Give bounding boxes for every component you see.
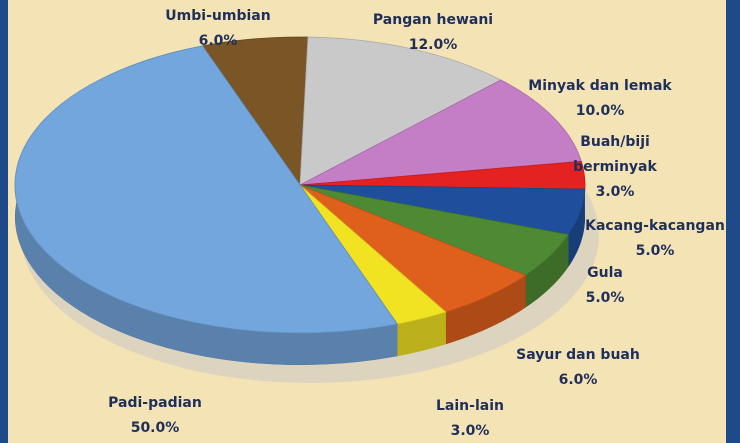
slice-label: Buah/biji berminyak 3.0% bbox=[565, 130, 665, 205]
category-name: Lain-lain bbox=[436, 398, 504, 414]
slice-edge bbox=[397, 312, 446, 357]
category-name: Padi-padian bbox=[108, 395, 202, 411]
slice-label: Padi-padian 50.0% bbox=[85, 391, 225, 441]
slice-edge bbox=[15, 45, 398, 365]
value-label: 50.0% bbox=[130, 420, 180, 436]
value-label: 5.0% bbox=[585, 290, 625, 306]
category-name: Buah/biji berminyak bbox=[573, 134, 657, 175]
slice bbox=[299, 36, 502, 186]
category-name: Pangan hewani bbox=[372, 12, 494, 28]
slice bbox=[14, 45, 399, 334]
slice-edge bbox=[525, 234, 569, 308]
value-label: 6.0% bbox=[558, 372, 598, 388]
value-label: 3.0% bbox=[595, 184, 635, 200]
value-label: 6.0% bbox=[198, 33, 238, 49]
category-name: Kacang-kacangan bbox=[585, 218, 725, 234]
category-name: Sayur dan buah bbox=[516, 347, 640, 363]
slice-label: Pangan hewani 12.0% bbox=[353, 8, 513, 58]
value-label: 3.0% bbox=[450, 423, 490, 439]
category-name: Minyak dan lemak bbox=[528, 78, 672, 94]
slice-edge bbox=[445, 275, 526, 345]
slice-label: Umbi-umbian 6.0% bbox=[148, 4, 288, 54]
slice-label: Kacang-kacangan 5.0% bbox=[575, 214, 735, 264]
slice-label: Minyak dan lemak 10.0% bbox=[510, 74, 690, 124]
slice-edge bbox=[568, 189, 585, 267]
slice-label: Gula 5.0% bbox=[565, 261, 645, 311]
slice bbox=[299, 79, 582, 186]
slice-label: Sayur dan buah 6.0% bbox=[498, 343, 658, 393]
value-label: 10.0% bbox=[575, 103, 625, 119]
category-name: Gula bbox=[587, 265, 623, 281]
category-name: Umbi-umbian bbox=[165, 8, 271, 24]
value-label: 5.0% bbox=[635, 243, 675, 259]
slice-label: Lain-lain 3.0% bbox=[410, 394, 530, 443]
value-label: 12.0% bbox=[408, 37, 458, 53]
